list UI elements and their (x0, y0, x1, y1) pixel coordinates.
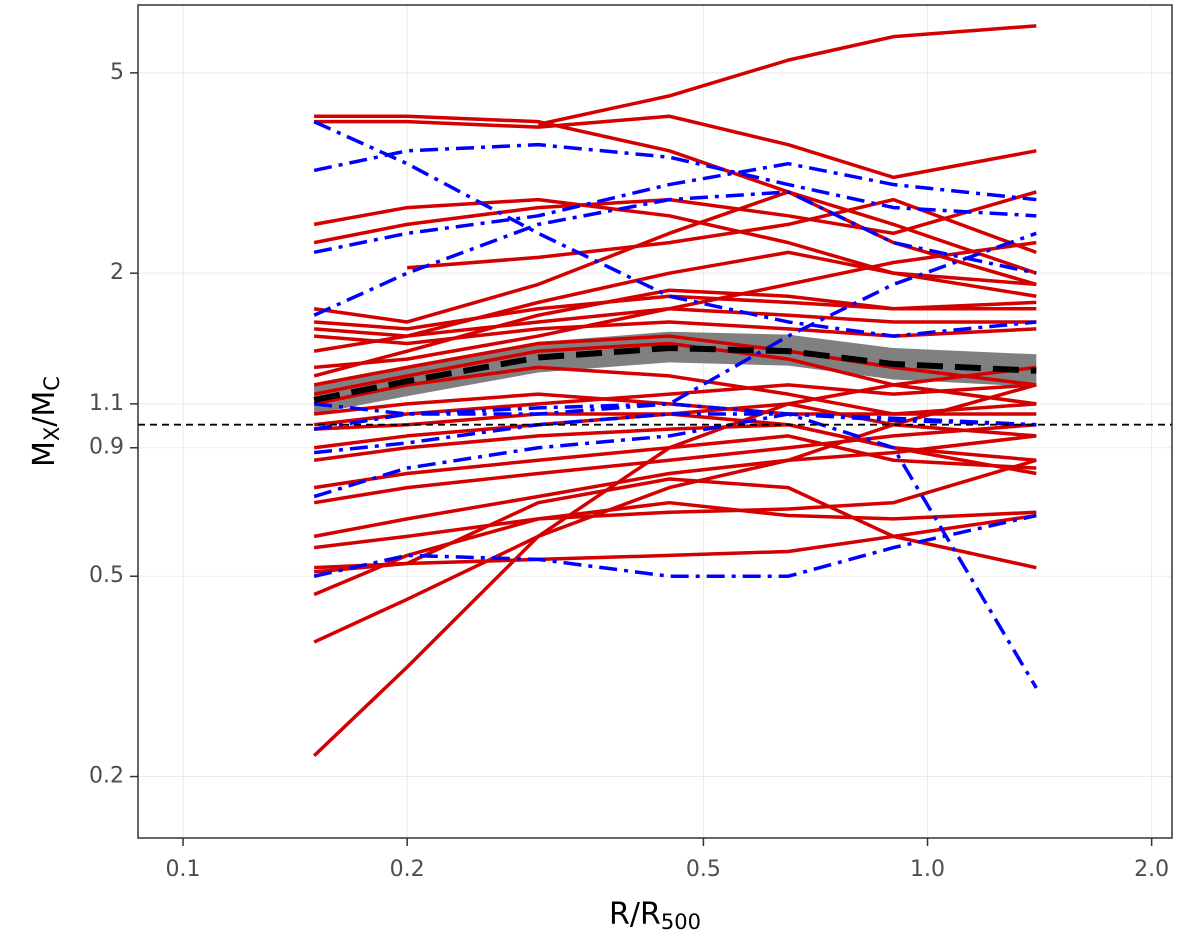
x-tick-label: 2.0 (1134, 857, 1169, 882)
y-tick-label: 0.2 (89, 764, 124, 789)
x-tick-label: 0.1 (166, 857, 201, 882)
label-part: R/R (609, 897, 661, 932)
series-line (313, 250, 1037, 353)
series-line (313, 334, 1037, 387)
label-part: /M (27, 391, 62, 427)
series-line (313, 190, 1037, 317)
y-tick-label: 0.9 (89, 435, 124, 460)
series-line (312, 365, 1037, 757)
series-line (313, 240, 1037, 370)
label-part: X (40, 427, 64, 441)
label-part: 500 (661, 910, 701, 934)
y-tick-label: 5 (110, 60, 124, 85)
series-line (537, 24, 1037, 127)
series-line (313, 288, 1037, 378)
x-tick-label: 1.0 (910, 857, 945, 882)
series-line (313, 392, 1037, 416)
series-line (313, 422, 1037, 505)
y-tick-label: 0.5 (89, 563, 124, 588)
series-line (313, 161, 1037, 255)
x-axis-title: R/R500 (609, 897, 701, 935)
series-line (313, 500, 1037, 597)
series-line (313, 142, 1037, 218)
y-tick-label: 2 (110, 260, 124, 285)
x-tick-label: 0.5 (686, 857, 721, 882)
y-axis-title: MX/MC (27, 376, 65, 467)
series-line (313, 383, 1037, 427)
series-line (313, 383, 1037, 644)
series-line (313, 412, 1038, 689)
label-part: C (40, 376, 64, 391)
series-line (313, 458, 1037, 550)
series-line (314, 114, 1037, 180)
series-line (313, 120, 1037, 338)
series-line (313, 513, 1037, 578)
series-line (313, 412, 1037, 455)
series-line (313, 434, 1037, 539)
series-line (313, 190, 1037, 324)
x-tick-label: 0.2 (390, 857, 425, 882)
series-line (407, 197, 1037, 270)
label-part: M (27, 441, 62, 467)
plot-border (137, 4, 1173, 839)
series-line (313, 477, 1037, 574)
series-line (313, 345, 1037, 403)
y-tick-label: 1.1 (89, 391, 124, 416)
series-line (313, 402, 1037, 431)
series-line (314, 114, 1037, 287)
